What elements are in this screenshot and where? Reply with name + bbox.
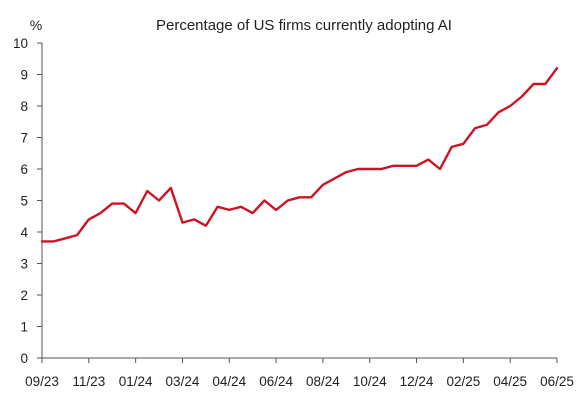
y-tick-label: 6: [20, 162, 28, 177]
x-tick-label: 06/25: [540, 374, 574, 389]
x-tick-label: 02/25: [446, 374, 480, 389]
x-tick-label: 10/24: [353, 374, 387, 389]
y-tick-label: 9: [20, 68, 28, 83]
x-axis-ticks: 09/23 11/23 01/24 03/24 04/24 06/24 08/24 10/24…: [25, 358, 574, 389]
y-tick-label: 7: [20, 131, 28, 146]
y-tick-label: 5: [20, 194, 28, 209]
y-tick-label: 0: [20, 351, 28, 366]
chart-title: Percentage of US firms currently adoptin…: [156, 17, 452, 34]
x-tick-label: 11/23: [72, 374, 105, 389]
y-axis-unit: %: [30, 17, 42, 33]
x-tick-label: 04/25: [493, 374, 527, 389]
y-tick-label: 3: [20, 257, 28, 272]
x-tick-label: 09/23: [25, 374, 59, 389]
y-tick-label: 4: [20, 225, 28, 240]
y-tick-label: 2: [20, 288, 28, 303]
y-axis-ticks: 0 1 2 3 4 5 6 7 8 9 10: [13, 36, 42, 366]
x-tick-label: 12/24: [400, 374, 434, 389]
x-tick-label: 06/24: [259, 374, 293, 389]
x-tick-label: 01/24: [119, 374, 153, 389]
y-tick-label: 10: [13, 36, 28, 51]
x-tick-label: 03/24: [166, 374, 200, 389]
y-tick-label: 1: [20, 320, 28, 335]
x-tick-label: 04/24: [212, 374, 246, 389]
x-tick-label: 08/24: [306, 374, 340, 389]
series-line-ai-adoption: [40, 66, 559, 243]
y-tick-label: 8: [20, 99, 28, 114]
